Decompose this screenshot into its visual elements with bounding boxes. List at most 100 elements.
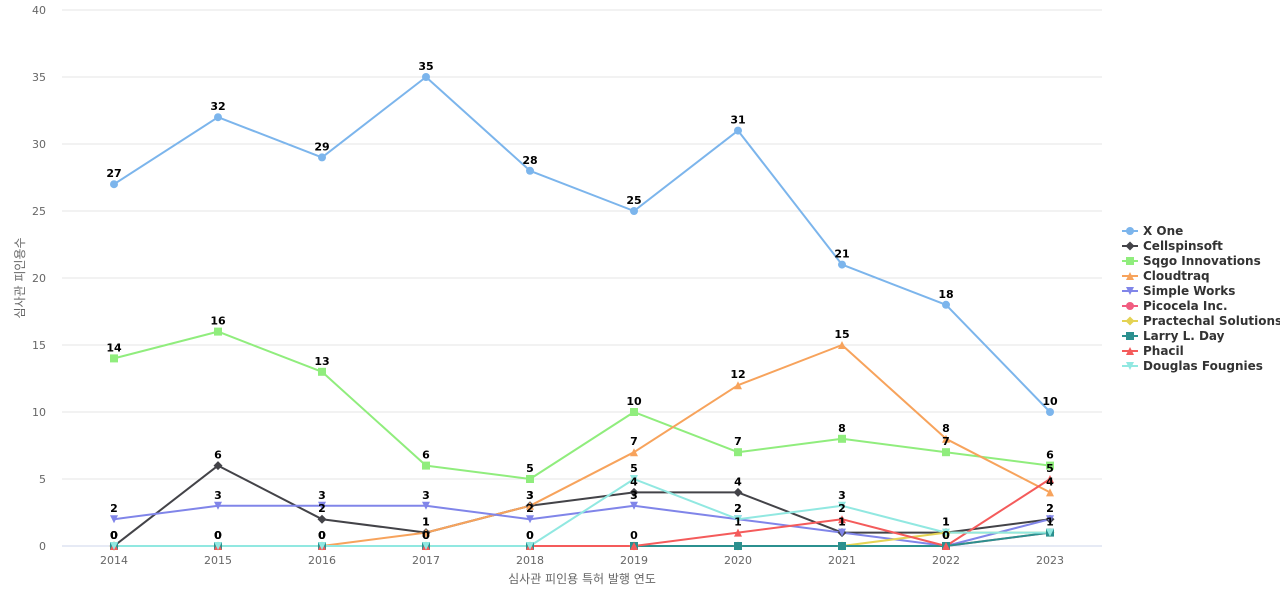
data-point-cloudtraq[interactable]	[422, 528, 430, 537]
data-point-cloudtraq[interactable]	[734, 381, 742, 390]
data-point-x-one[interactable]	[838, 260, 846, 269]
data-point-cellspinsoft[interactable]	[733, 487, 743, 497]
legend-item-x-one[interactable]: X One	[1122, 224, 1183, 238]
data-point-simple-works[interactable]	[838, 528, 846, 537]
legend-item-larry-l-day[interactable]: Larry L. Day	[1122, 329, 1225, 343]
data-point-douglas-fougnies[interactable]	[734, 515, 742, 524]
data-label-x-one: 28	[522, 154, 537, 167]
legend-item-cellspinsoft[interactable]: Cellspinsoft	[1122, 239, 1223, 253]
legend-item-simple-works[interactable]: Simple Works	[1122, 284, 1235, 298]
data-point-douglas-fougnies[interactable]	[630, 475, 638, 483]
data-point-phacil[interactable]	[1046, 475, 1054, 483]
data-label-cloudtraq: 12	[730, 368, 745, 381]
data-label-phacil: 5	[1046, 462, 1054, 475]
data-point-douglas-fougnies[interactable]	[1046, 528, 1054, 537]
data-label-douglas-fougnies: 0	[526, 529, 534, 542]
legend-item-phacil[interactable]: Phacil	[1122, 344, 1184, 358]
legend-item-douglas-fougnies[interactable]: Douglas Fougnies	[1122, 359, 1263, 373]
data-point-x-one[interactable]	[422, 73, 430, 81]
legend-item-cloudtraq[interactable]: Cloudtraq	[1122, 269, 1210, 283]
data-point-simple-works[interactable]	[214, 501, 222, 510]
data-label-douglas-fougnies: 5	[630, 462, 638, 475]
data-label-douglas-fougnies: 1	[942, 516, 950, 529]
data-label-simple-works: 3	[318, 489, 326, 502]
data-point-simple-works[interactable]	[630, 501, 638, 510]
legend-item-practechal-solutions[interactable]: Practechal Solutions	[1122, 314, 1280, 328]
data-point-x-one[interactable]	[630, 207, 638, 215]
data-label-cellspinsoft: 4	[734, 475, 742, 488]
data-point-larry-l-day[interactable]	[838, 542, 846, 550]
legend-item-sqgo-innovations[interactable]: Sqgo Innovations	[1122, 254, 1261, 268]
series-line-larry-l-day[interactable]	[113, 531, 1051, 547]
data-point-sqgo-innovations[interactable]	[318, 367, 326, 376]
y-tick-label: 20	[32, 272, 46, 285]
data-point-x-one[interactable]	[110, 180, 118, 189]
x-tick-label: 2019	[620, 554, 648, 567]
data-point-simple-works[interactable]	[422, 501, 430, 510]
data-point-douglas-fougnies[interactable]	[422, 542, 430, 550]
data-point-douglas-fougnies[interactable]	[942, 528, 950, 537]
data-point-cellspinsoft[interactable]	[213, 461, 223, 471]
data-point-x-one[interactable]	[1046, 408, 1054, 416]
data-point-simple-works[interactable]	[1046, 515, 1054, 524]
data-label-simple-works: 3	[214, 489, 222, 502]
legend-label: Sqgo Innovations	[1143, 254, 1261, 268]
data-point-cloudtraq[interactable]	[942, 434, 950, 443]
data-point-sqgo-innovations[interactable]	[526, 475, 534, 483]
series-line-practechal-solutions[interactable]	[113, 531, 1051, 547]
data-point-cloudtraq[interactable]	[1046, 488, 1054, 497]
data-label-cellspinsoft: 1	[422, 516, 430, 529]
data-point-sqgo-innovations[interactable]	[630, 408, 638, 416]
data-point-phacil[interactable]	[942, 542, 950, 550]
data-point-sqgo-innovations[interactable]	[110, 354, 118, 363]
data-point-phacil[interactable]	[734, 528, 742, 537]
series-line-sqgo-innovations[interactable]	[113, 330, 1051, 480]
data-label-cloudtraq: 0	[318, 529, 326, 542]
series-line-x-one[interactable]	[113, 76, 1051, 413]
data-point-x-one[interactable]	[318, 153, 326, 162]
data-point-douglas-fougnies[interactable]	[110, 542, 118, 550]
data-point-cellspinsoft[interactable]	[629, 487, 639, 497]
data-point-larry-l-day[interactable]	[734, 542, 742, 550]
legend-marker-larry-l-day	[1126, 332, 1134, 340]
data-point-x-one[interactable]	[526, 166, 534, 175]
data-label-sqgo-innovations: 6	[1046, 449, 1054, 462]
data-point-douglas-fougnies[interactable]	[838, 501, 846, 510]
legend-item-picocela-inc[interactable]: Picocela Inc.	[1122, 299, 1228, 313]
data-point-cellspinsoft[interactable]	[317, 514, 327, 524]
data-label-cloudtraq: 8	[942, 422, 950, 435]
data-point-sqgo-innovations[interactable]	[1046, 461, 1054, 470]
data-point-simple-works[interactable]	[526, 515, 534, 524]
data-label-cellspinsoft: 4	[630, 475, 638, 488]
data-label-phacil: 0	[318, 529, 326, 542]
series-line-picocela-inc[interactable]	[113, 531, 1051, 547]
data-point-cloudtraq[interactable]	[526, 501, 534, 510]
data-point-x-one[interactable]	[214, 113, 222, 122]
data-point-phacil[interactable]	[630, 542, 638, 550]
legend-marker-sqgo-innovations	[1126, 257, 1134, 265]
data-label-sqgo-innovations: 14	[106, 341, 122, 354]
data-point-sqgo-innovations[interactable]	[838, 434, 846, 443]
data-point-sqgo-innovations[interactable]	[214, 327, 222, 336]
data-point-simple-works[interactable]	[318, 501, 326, 510]
data-label-sqgo-innovations: 7	[734, 435, 742, 448]
data-point-x-one[interactable]	[942, 300, 950, 309]
data-point-cloudtraq[interactable]	[838, 341, 846, 349]
data-point-sqgo-innovations[interactable]	[942, 448, 950, 457]
data-point-sqgo-innovations[interactable]	[734, 448, 742, 457]
data-label-sqgo-innovations: 5	[526, 462, 534, 475]
data-point-x-one[interactable]	[734, 126, 742, 135]
data-point-douglas-fougnies[interactable]	[214, 542, 222, 550]
data-label-phacil: 0	[526, 529, 534, 542]
data-point-cloudtraq[interactable]	[630, 448, 638, 457]
data-label-x-one: 35	[418, 60, 433, 73]
data-point-douglas-fougnies[interactable]	[526, 542, 534, 550]
data-point-phacil[interactable]	[838, 515, 846, 524]
data-point-douglas-fougnies[interactable]	[318, 542, 326, 550]
data-point-sqgo-innovations[interactable]	[422, 461, 430, 470]
data-label-cloudtraq: 3	[526, 489, 534, 502]
x-tick-label: 2021	[828, 554, 856, 567]
data-point-simple-works[interactable]	[110, 515, 118, 524]
series-line-douglas-fougnies[interactable]	[113, 478, 1051, 547]
